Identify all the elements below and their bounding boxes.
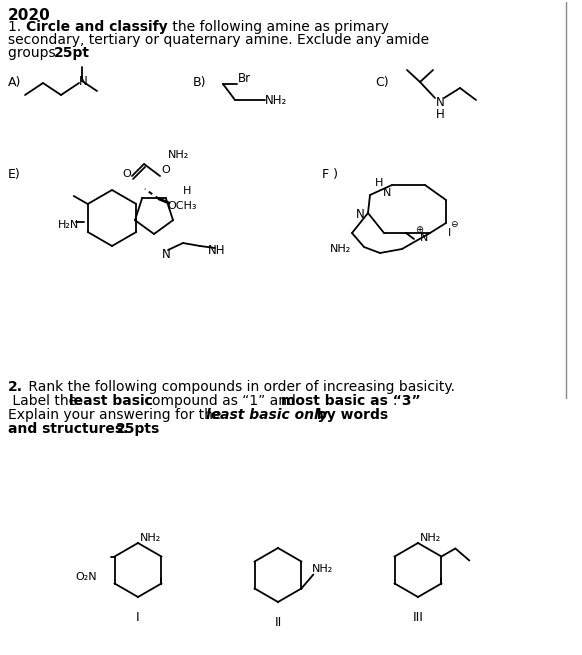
Text: B): B) xyxy=(193,76,207,89)
Text: 2020: 2020 xyxy=(8,8,51,23)
Text: by words: by words xyxy=(312,408,388,422)
Text: C): C) xyxy=(375,76,389,89)
Text: NH₂: NH₂ xyxy=(330,244,352,254)
Text: compound as “1” and: compound as “1” and xyxy=(140,394,300,408)
Text: ⊕: ⊕ xyxy=(415,225,423,235)
Text: H₂N: H₂N xyxy=(58,220,79,230)
Text: NH₂: NH₂ xyxy=(420,533,441,543)
Text: secondary, tertiary or quaternary amine. Exclude any amide: secondary, tertiary or quaternary amine.… xyxy=(8,33,429,47)
Text: E): E) xyxy=(8,168,21,181)
Text: I: I xyxy=(448,228,451,238)
Text: N: N xyxy=(383,188,391,198)
Text: O₂N: O₂N xyxy=(75,572,97,582)
Text: F ): F ) xyxy=(322,168,338,181)
Text: 2.: 2. xyxy=(8,380,23,394)
Text: N: N xyxy=(356,208,365,221)
Text: H: H xyxy=(183,186,191,196)
Text: III: III xyxy=(413,611,424,624)
Text: II: II xyxy=(274,616,282,629)
Text: Br: Br xyxy=(238,72,251,85)
Text: most basic as “3”: most basic as “3” xyxy=(281,394,421,408)
Text: and structures.: and structures. xyxy=(8,422,133,436)
Text: O: O xyxy=(161,165,170,175)
Text: O: O xyxy=(122,169,131,179)
Text: Rank the following compounds in order of increasing basicity.: Rank the following compounds in order of… xyxy=(24,380,455,394)
Text: N: N xyxy=(162,248,171,261)
Text: 25pts: 25pts xyxy=(116,422,160,436)
Text: N: N xyxy=(436,96,445,109)
Text: I: I xyxy=(136,611,140,624)
Text: Explain your answering for the: Explain your answering for the xyxy=(8,408,226,422)
Text: H: H xyxy=(436,108,445,121)
Text: the following amine as primary: the following amine as primary xyxy=(168,20,389,34)
Text: N: N xyxy=(420,233,428,243)
Text: OCH₃: OCH₃ xyxy=(167,201,197,211)
Text: Circle and classify: Circle and classify xyxy=(26,20,168,34)
Text: 25pt: 25pt xyxy=(54,46,90,60)
Text: 1.: 1. xyxy=(8,20,26,34)
Text: NH₂: NH₂ xyxy=(140,533,161,543)
Text: least basic: least basic xyxy=(69,394,153,408)
Text: Label the: Label the xyxy=(8,394,81,408)
Text: ⊖: ⊖ xyxy=(450,220,457,229)
Text: A): A) xyxy=(8,76,22,89)
Text: least basic only: least basic only xyxy=(206,408,328,422)
Text: N: N xyxy=(79,75,88,88)
Text: NH₂: NH₂ xyxy=(168,150,189,160)
Text: H: H xyxy=(375,178,384,188)
Text: NH₂: NH₂ xyxy=(265,94,288,107)
Text: .: . xyxy=(392,394,396,408)
Text: NH: NH xyxy=(208,244,225,257)
Text: groups: groups xyxy=(8,46,60,60)
Text: NH₂: NH₂ xyxy=(311,565,333,574)
